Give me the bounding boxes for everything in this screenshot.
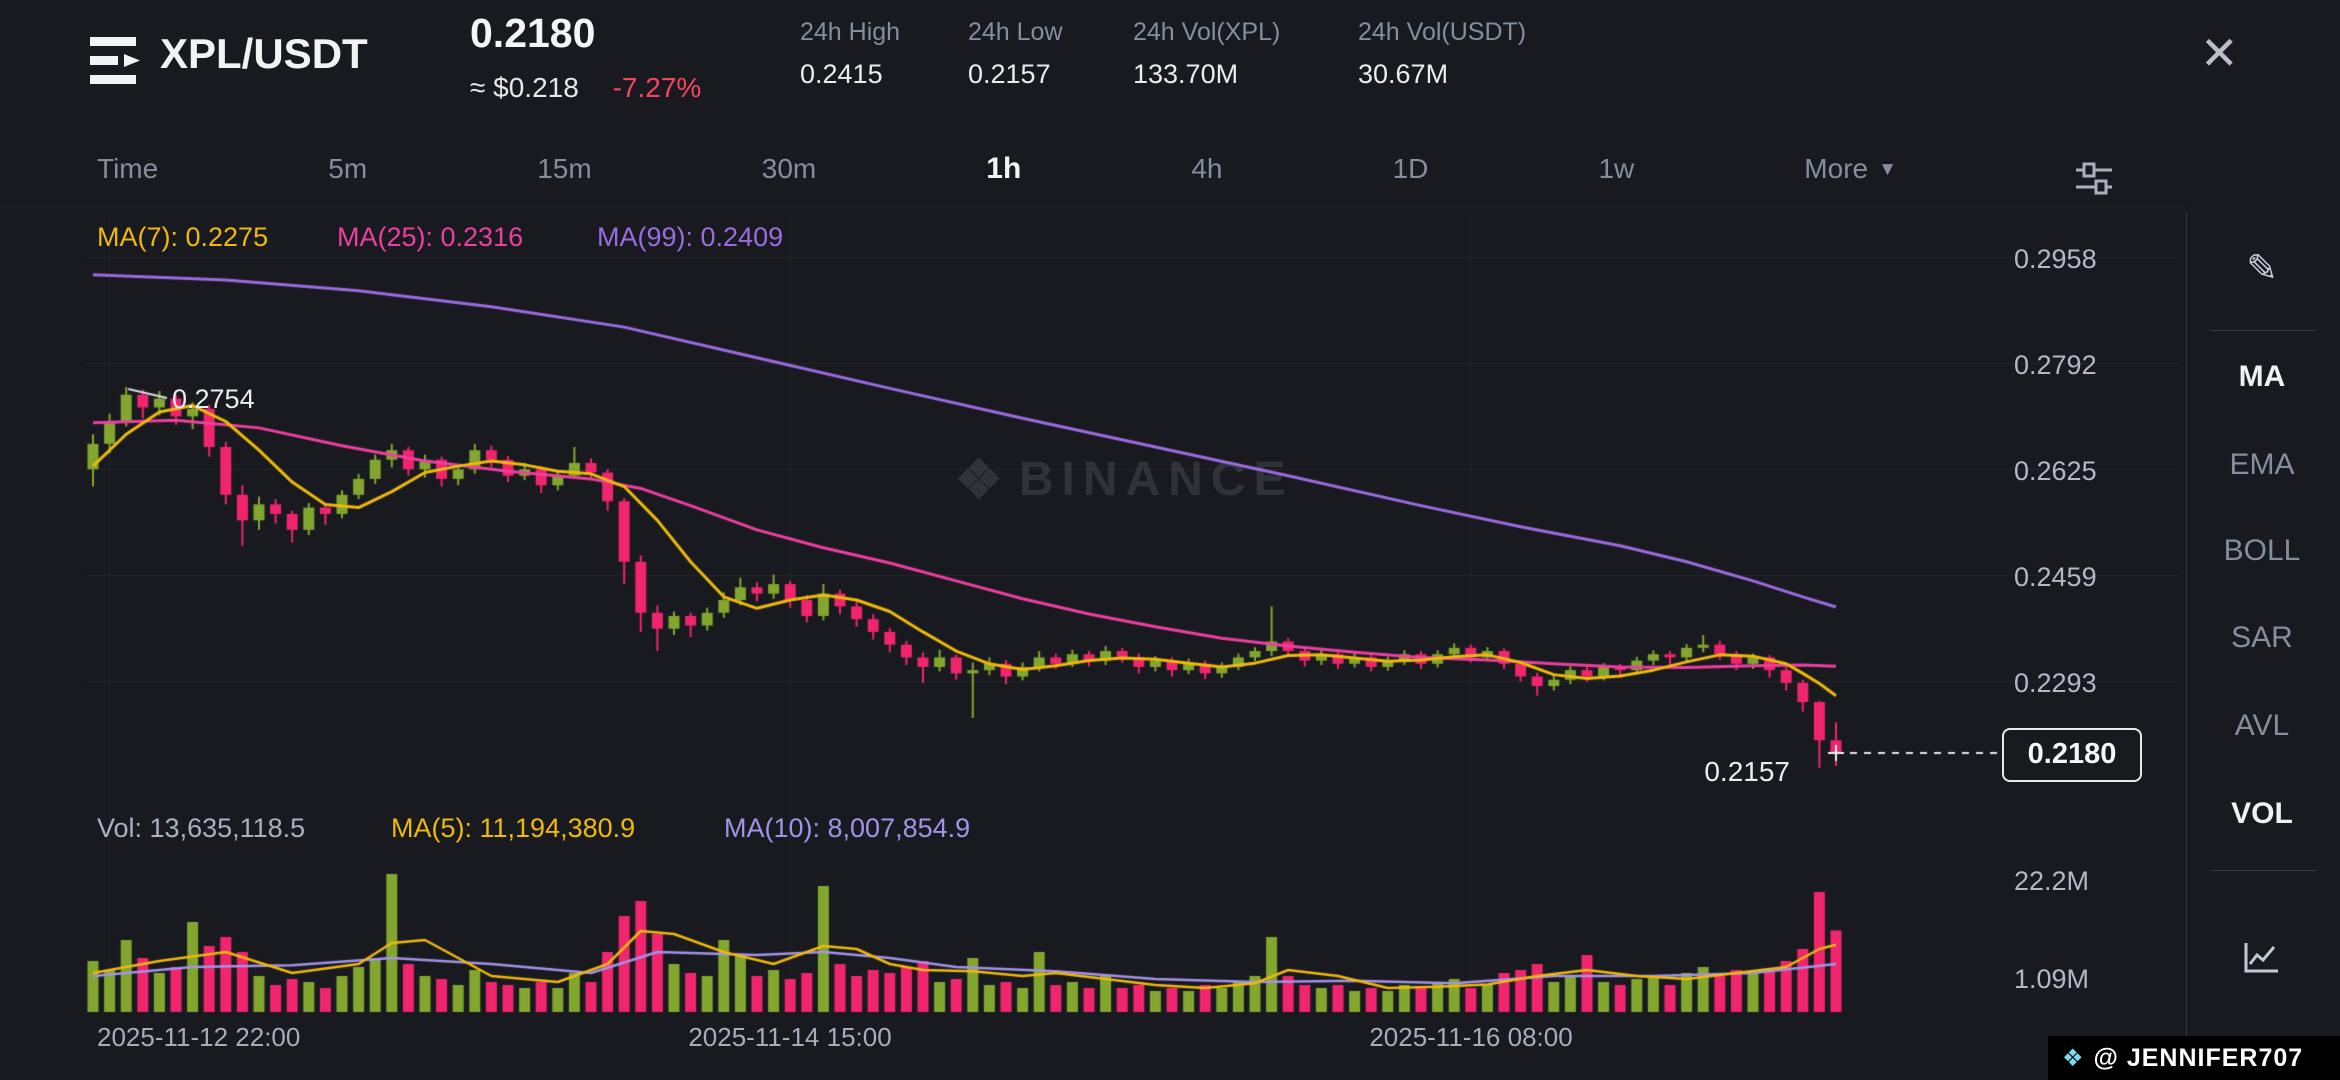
timeframe-tabs: Time 5m 15m 30m 1h 4h 1D 1w More ▼ — [97, 152, 1897, 186]
chart-settings-button[interactable] — [2072, 158, 2116, 203]
tab-4h[interactable]: 4h — [1191, 153, 1223, 184]
sidebar-item-ema[interactable]: EMA — [2229, 448, 2295, 481]
tab-1h[interactable]: 1h — [986, 152, 1022, 185]
pencil-icon: ✎ — [2246, 248, 2278, 290]
depth-chart-button[interactable] — [2186, 936, 2338, 983]
sidebar-item-ma[interactable]: MA — [2238, 360, 2286, 393]
tab-30m[interactable]: 30m — [761, 153, 817, 184]
tab-15m[interactable]: 15m — [537, 153, 592, 184]
sidebar-item-avl[interactable]: AVL — [2234, 709, 2290, 742]
tab-1d[interactable]: 1D — [1392, 153, 1429, 184]
tab-time[interactable]: Time — [97, 153, 159, 184]
tab-more-label: More — [1804, 153, 1869, 184]
close-icon: ✕ — [2200, 27, 2239, 79]
line-chart-icon — [2244, 943, 2278, 973]
draw-tool-button[interactable]: ✎ — [2186, 246, 2338, 291]
tab-1w[interactable]: 1w — [1598, 153, 1635, 184]
chart-settings-icon — [2076, 162, 2112, 195]
chevron-down-icon: ▼ — [1878, 159, 1897, 180]
tab-more[interactable]: More ▼ — [1804, 153, 1897, 185]
sidebar-item-vol[interactable]: VOL — [2231, 797, 2293, 830]
close-button[interactable]: ✕ — [2200, 30, 2239, 76]
sidebar-item-sar[interactable]: SAR — [2231, 621, 2293, 654]
sidebar-item-boll[interactable]: BOLL — [2223, 534, 2301, 567]
tab-5m[interactable]: 5m — [328, 153, 368, 184]
